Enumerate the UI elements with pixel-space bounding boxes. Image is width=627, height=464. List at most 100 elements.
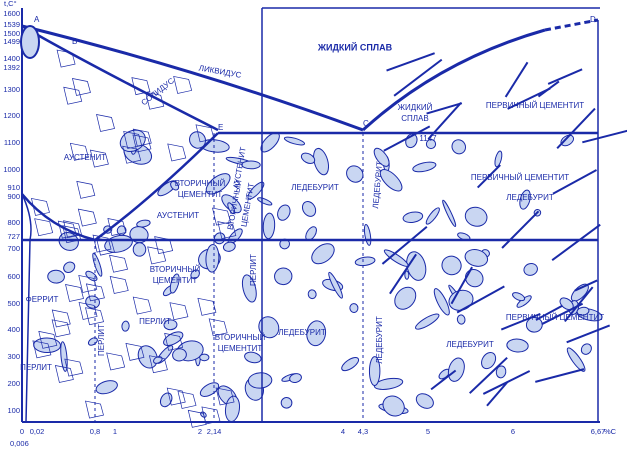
pq-line	[21, 193, 32, 423]
region-label: ЖИДКИЙ СПЛАВ	[317, 41, 393, 52]
cementite-plate	[393, 58, 443, 97]
grain	[247, 181, 265, 200]
grain	[136, 219, 151, 228]
se-line	[94, 132, 219, 242]
diagram-lines	[20, 7, 600, 423]
y-tick-label: 1500	[3, 29, 20, 38]
cementite-plate	[426, 102, 463, 115]
grain-boundary	[109, 276, 129, 294]
y-tick-label: 800	[7, 218, 20, 227]
grain	[163, 331, 184, 346]
y-tick-label: 600	[7, 272, 20, 281]
grain-boundary	[57, 220, 77, 239]
grain-boundary	[201, 406, 221, 425]
grain	[519, 189, 531, 210]
grain	[170, 181, 180, 191]
grain	[274, 267, 293, 286]
region-label: ПЕРВИЧНЫЙ ЦЕМЕНТИТ	[486, 101, 584, 110]
region-label: ПЕРВИЧНЫЙ ЦЕМЕНТИТ	[471, 173, 569, 182]
y-tick-label: 1499	[3, 37, 20, 46]
grain	[412, 161, 437, 173]
region-label: ЦЕМЕНТИТ	[153, 276, 198, 285]
grain	[47, 269, 65, 284]
grain-boundary	[69, 142, 89, 161]
x-unit: %C	[604, 427, 617, 436]
grain	[402, 211, 424, 223]
y-tick-label: 910	[7, 183, 20, 192]
region-label: ФЕРРИТ	[26, 295, 59, 304]
grain	[199, 353, 210, 362]
grain-boundary	[148, 355, 168, 374]
grain	[172, 348, 187, 362]
delta-region	[20, 25, 40, 59]
cementite-plate	[537, 80, 560, 98]
grain	[373, 147, 390, 167]
y-tick-label: 900	[7, 192, 20, 201]
grain-boundary	[76, 180, 96, 199]
grain-boundary	[51, 309, 71, 328]
region-label: АУСТЕНИТ	[157, 211, 199, 220]
grain	[373, 377, 404, 390]
x-tick-label: 6	[511, 427, 515, 436]
grain	[341, 357, 360, 372]
grain	[262, 212, 276, 240]
y-tick-label: 1600	[3, 9, 20, 18]
grain	[58, 232, 79, 251]
grain-boundary	[109, 254, 128, 273]
grain	[283, 136, 306, 146]
grain-boundary	[173, 75, 193, 94]
grain-boundary	[132, 128, 152, 147]
grain	[289, 373, 302, 383]
grain-boundary	[164, 332, 184, 351]
grain	[425, 207, 440, 225]
grain	[349, 303, 359, 313]
x-tick-label: 0,8	[90, 427, 100, 436]
grain	[132, 242, 147, 257]
x-tick-label: 0,006	[10, 439, 29, 448]
grain-boundary	[167, 143, 187, 162]
grain-boundary	[63, 86, 83, 105]
grain	[425, 138, 437, 150]
y-tick-label: 1392	[3, 63, 20, 72]
grain-boundary	[125, 342, 145, 361]
grain	[199, 382, 220, 397]
region-label: 1147	[419, 134, 437, 143]
grain-boundary	[78, 274, 98, 293]
grain-boundary	[197, 297, 217, 316]
x-tick-label: 5	[426, 427, 430, 436]
y-tick-label: 100	[7, 406, 20, 415]
cementite-plate	[389, 253, 417, 295]
x-tick-label: 1	[113, 427, 117, 436]
region-label: ЦЕМЕНТИТ	[178, 190, 223, 199]
grain-boundary	[34, 218, 54, 237]
cementite-plate	[564, 286, 594, 322]
grain-boundary	[72, 78, 91, 96]
grain	[85, 270, 98, 282]
grain	[566, 347, 586, 372]
grain-boundary	[122, 145, 142, 164]
grain-boundary	[77, 208, 97, 227]
grain	[414, 313, 440, 330]
liquidus-cd	[361, 28, 546, 132]
grain	[301, 201, 317, 217]
cementite-plate	[456, 285, 505, 314]
x-tick-label: 4,3	[358, 427, 368, 436]
y-tick-label: 727	[7, 232, 20, 241]
cementite-plate	[501, 210, 540, 249]
grain	[159, 392, 173, 408]
grain	[129, 226, 149, 244]
point-label: A	[34, 15, 40, 24]
grain	[313, 147, 330, 176]
region-label: СПЛАВ	[401, 114, 428, 123]
grain	[137, 345, 158, 369]
grain	[354, 256, 376, 267]
y-tick-label: 1200	[3, 111, 20, 120]
cementite-plate	[500, 312, 541, 331]
grain	[451, 139, 467, 155]
region-label: ЦЕМЕНТИТ	[218, 344, 263, 353]
grain	[222, 241, 236, 252]
grain	[404, 270, 410, 280]
cementite-plate	[582, 129, 627, 144]
grain	[277, 204, 291, 221]
grain	[241, 160, 261, 170]
